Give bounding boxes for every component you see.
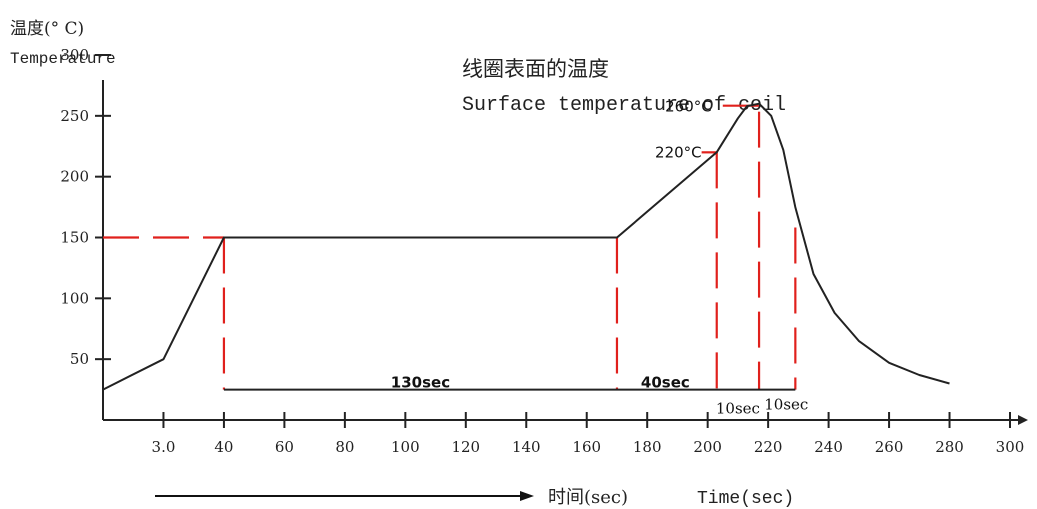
x-tick-label: 120	[451, 438, 480, 456]
y-tick-label: 100	[60, 289, 89, 307]
x-tick-label: 240	[814, 438, 843, 456]
x-tick-label: 80	[335, 438, 354, 456]
x-axis-title-cn: 时间(sec)	[548, 487, 628, 508]
y-tick-label: 250	[60, 107, 89, 125]
x-axis-title-en: Time(sec)	[697, 489, 794, 509]
x-tick-label: 300	[996, 438, 1025, 456]
temperature-curve	[102, 102, 950, 391]
chart-title-cn: 线圈表面的温度	[462, 57, 609, 81]
x-tick-label: 180	[633, 438, 662, 456]
y-tick-label: 150	[60, 229, 89, 247]
x-tick-label: 60	[275, 438, 294, 456]
ramp-duration-label: 40sec	[641, 374, 690, 392]
dashed-guides	[103, 104, 797, 390]
chart-title-en: Surface temperature of coil	[462, 94, 786, 117]
reflow-temp-label: 220°C	[655, 143, 702, 161]
y-tick-label: 200	[60, 168, 89, 186]
x-tick-label: 280	[935, 438, 964, 456]
x-axis-arrow-icon	[1018, 415, 1028, 425]
x-tick-label: 160	[572, 438, 601, 456]
x-tick-label: 260	[875, 438, 904, 456]
x-tick-label: 220	[754, 438, 783, 456]
x-tick-label: 3.0	[152, 438, 176, 456]
x-tick-label: 140	[512, 438, 541, 456]
from-peak-duration-label: 10sec	[764, 396, 808, 414]
to-peak-duration-label: 10sec	[716, 400, 760, 418]
x-tick-label: 100	[391, 438, 420, 456]
time-arrow-icon	[520, 491, 534, 501]
peak-temp-label: 260°C	[665, 98, 712, 116]
x-ticks: 3.0 40 60 80 100 120 140 160 180 200 220 240 260 280 3…	[152, 412, 1025, 456]
y-axis-title-en: Temperature	[10, 50, 116, 68]
axes	[102, 80, 1028, 425]
y-axis-title-cn: 温度(° C)	[10, 19, 84, 39]
preheat-duration-label: 130sec	[391, 374, 450, 392]
y-tick-label: 50	[70, 350, 89, 368]
x-tick-label: 40	[214, 438, 233, 456]
x-tick-label: 200	[693, 438, 722, 456]
y-tick-label: 300	[60, 46, 89, 64]
